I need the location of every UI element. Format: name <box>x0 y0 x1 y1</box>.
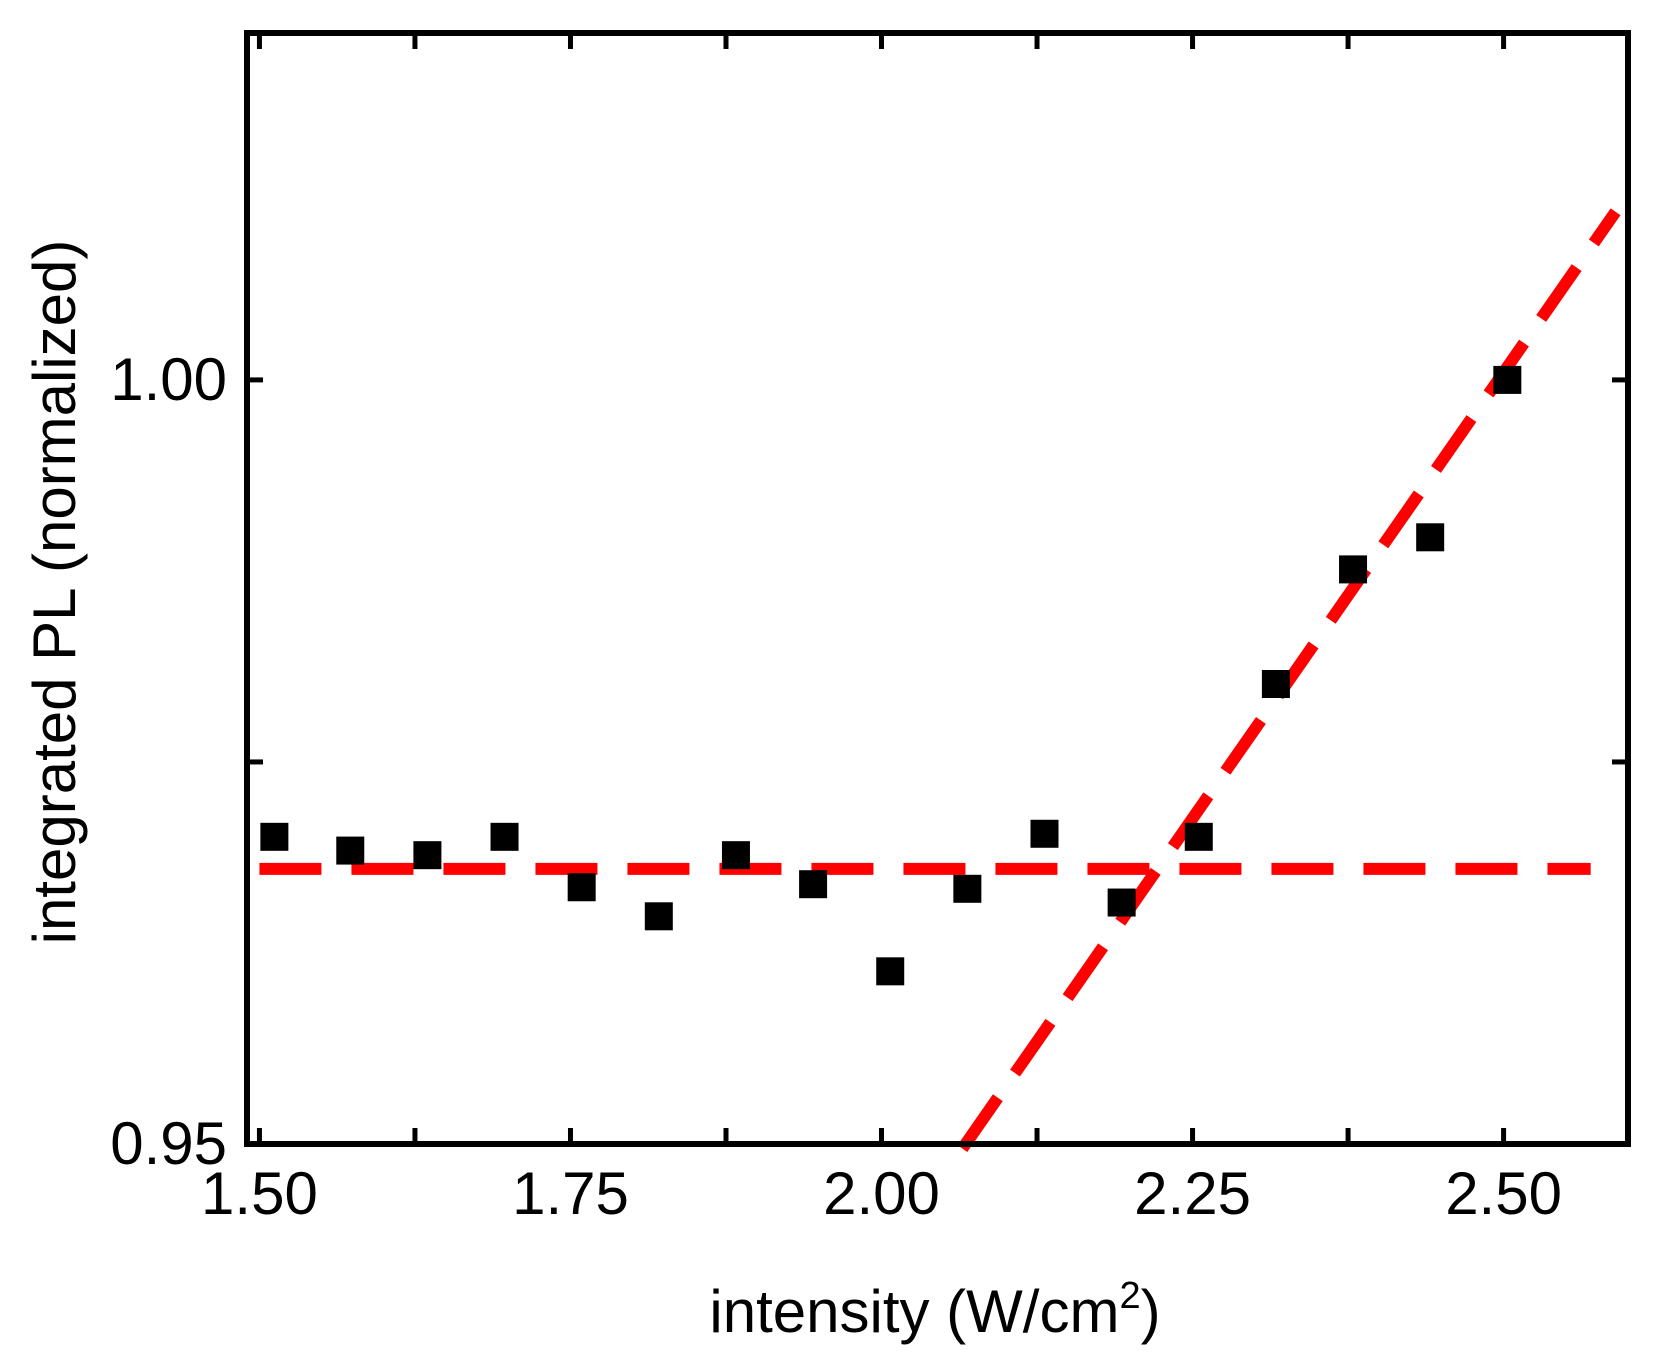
y-tick-label: 1.00 <box>110 346 227 413</box>
x-tick-label: 2.50 <box>1445 1160 1562 1227</box>
x-axis-label-text: intensity (W/cm <box>709 1278 1119 1345</box>
data-points <box>260 365 1522 986</box>
data-point <box>1416 523 1445 552</box>
data-point <box>876 957 905 986</box>
axis-ticks <box>247 33 1628 1147</box>
y-tick-label: 0.95 <box>110 1110 227 1177</box>
data-point <box>721 841 750 870</box>
data-point <box>567 873 596 902</box>
data-point <box>413 841 442 870</box>
y-axis-label: integrated PL (normalized) <box>21 240 88 945</box>
data-point <box>1261 670 1290 699</box>
x-tick-label: 2.00 <box>823 1160 940 1227</box>
data-point <box>1184 822 1213 851</box>
data-point <box>953 874 982 903</box>
x-tick-label: 2.25 <box>1134 1160 1251 1227</box>
tick-labels: 1.50 1.75 2.00 2.25 2.50 0.95 1.00 <box>110 346 1562 1227</box>
x-tick-label: 1.75 <box>512 1160 629 1227</box>
x-axis-label: intensity (W/cm2) <box>709 1275 1160 1345</box>
fit-lines <box>259 208 1621 1153</box>
x-tick-label: 1.50 <box>201 1160 318 1227</box>
data-point <box>1107 888 1136 917</box>
x-axis-label-suffix: ) <box>1141 1278 1161 1345</box>
data-point <box>1030 819 1059 848</box>
data-point <box>799 870 828 899</box>
data-point <box>490 822 519 851</box>
x-axis-label-superscript: 2 <box>1119 1275 1140 1317</box>
data-point <box>260 822 289 851</box>
data-point <box>644 902 673 931</box>
data-point <box>1493 365 1522 394</box>
data-point <box>336 836 365 865</box>
plot-frame <box>244 30 1631 1147</box>
data-point <box>1339 555 1368 584</box>
